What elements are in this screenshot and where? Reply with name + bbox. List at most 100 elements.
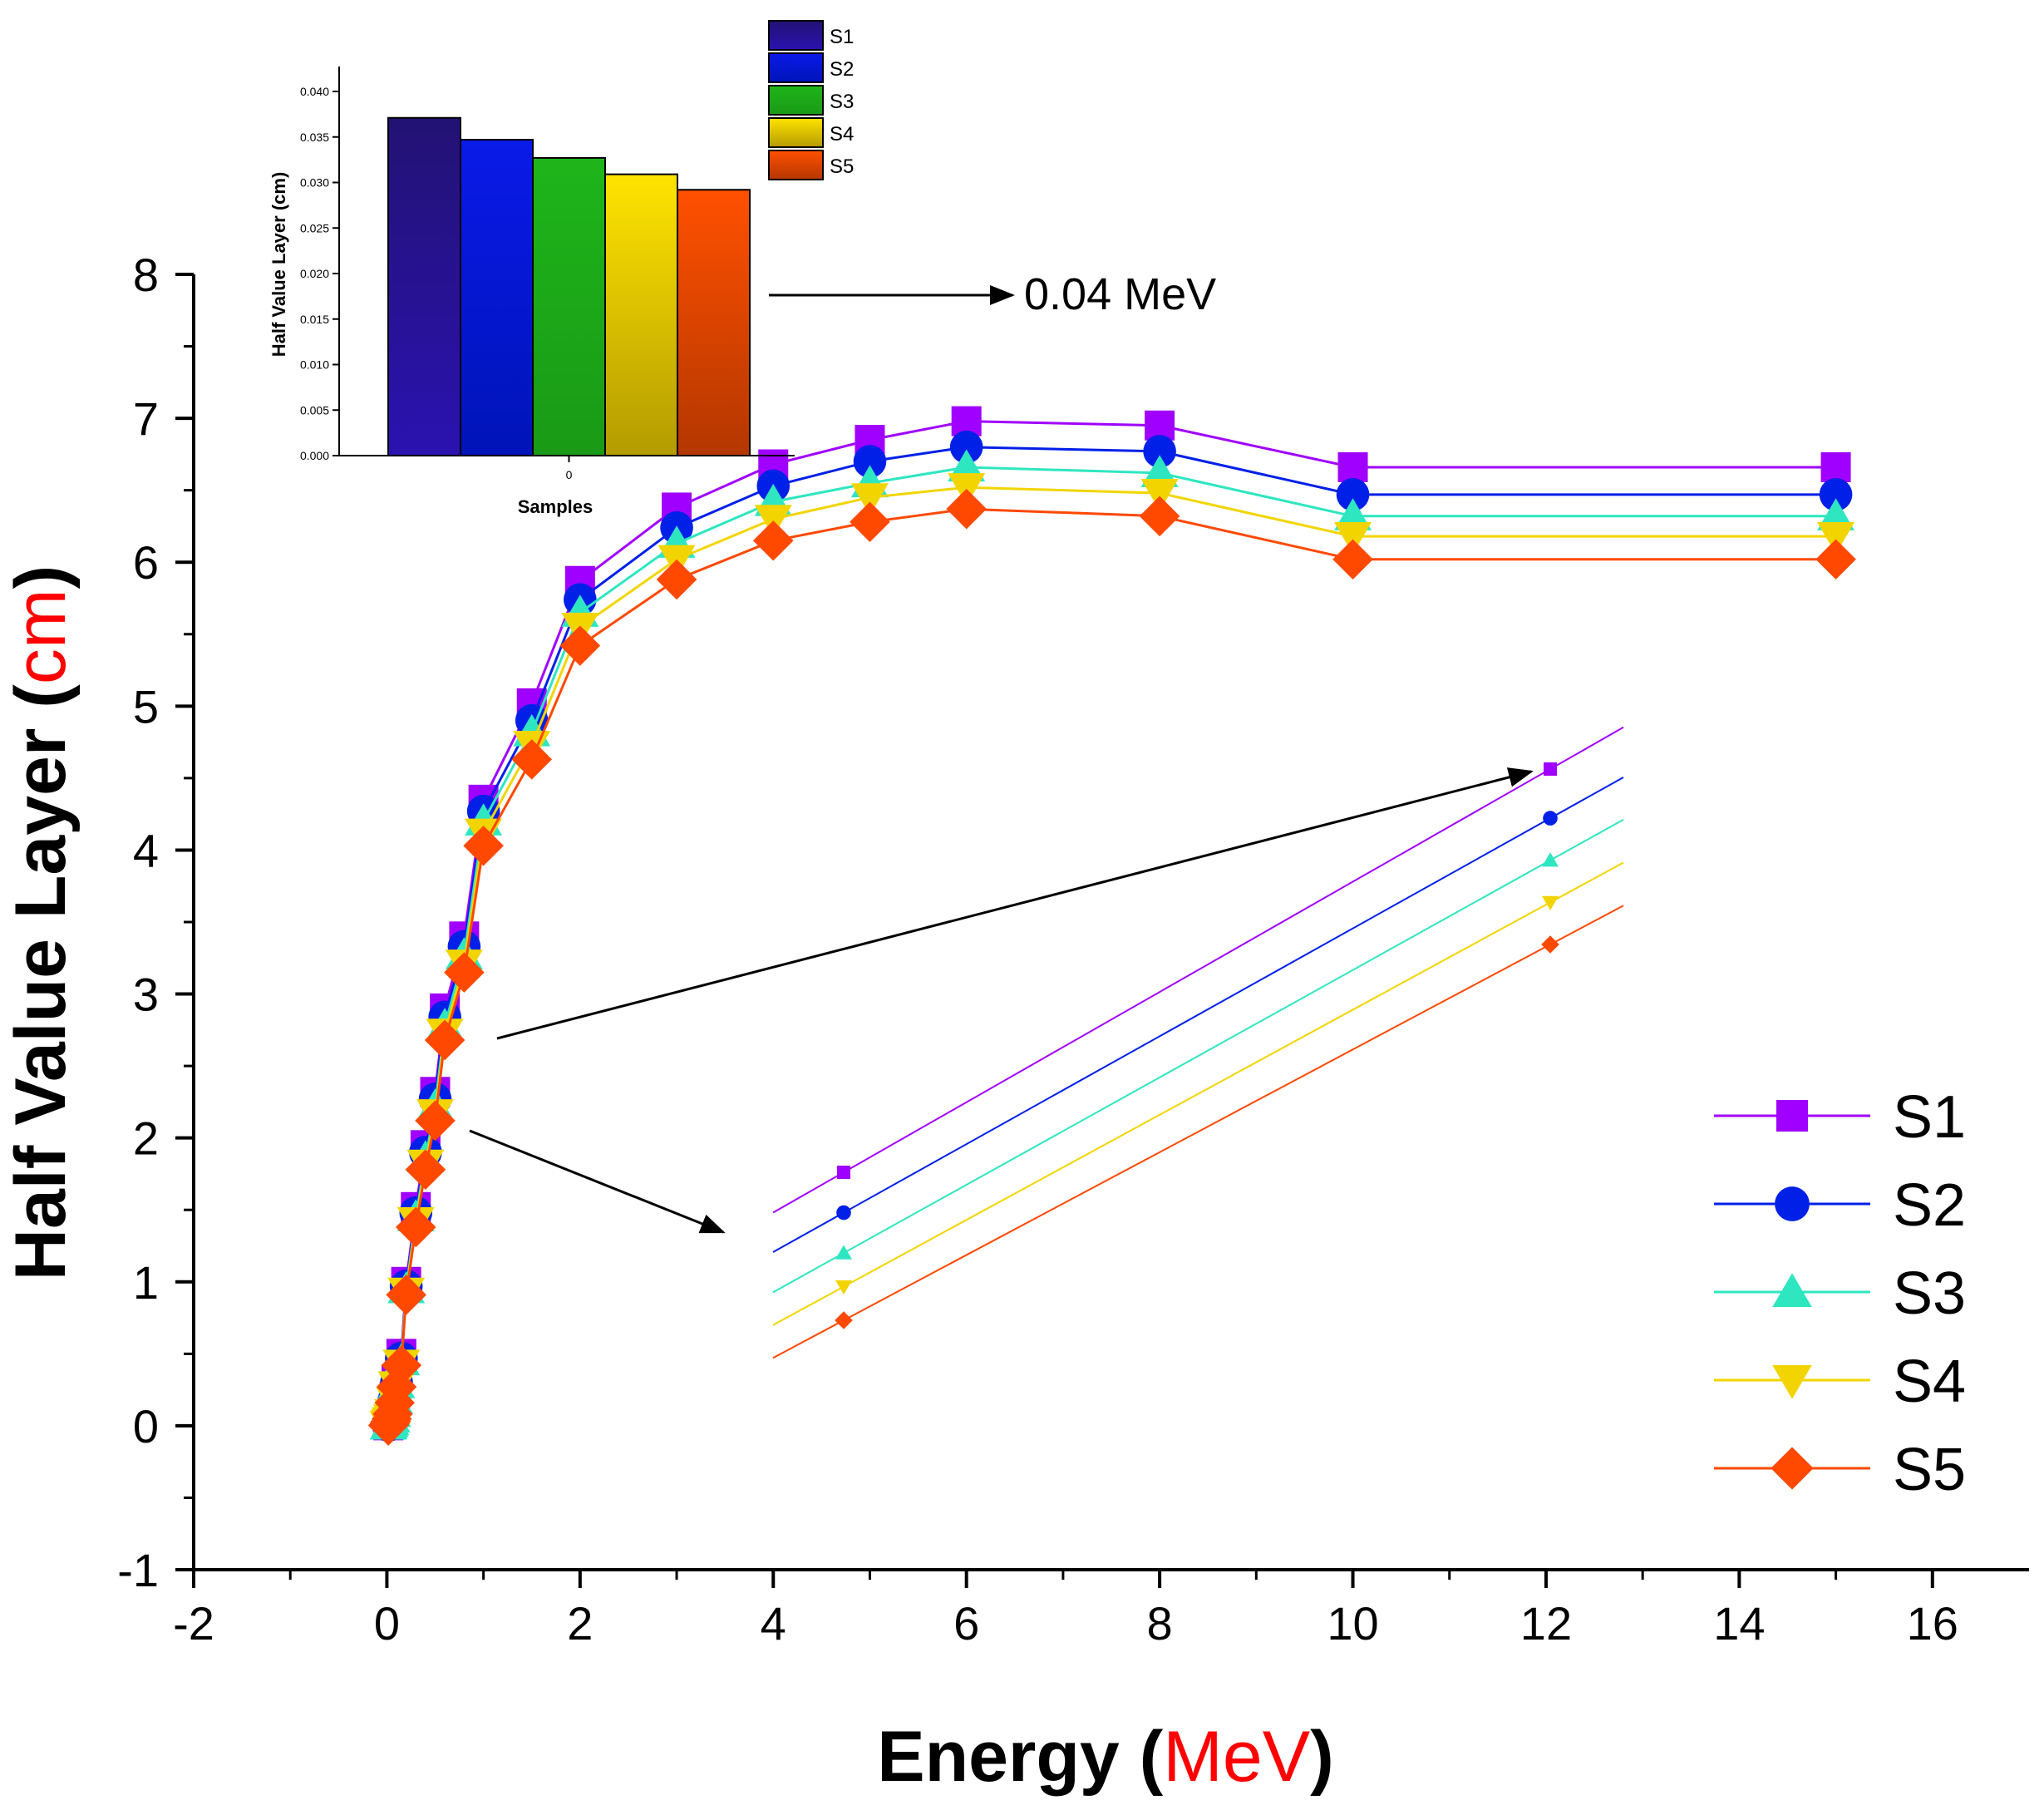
data-point-s4	[1817, 521, 1855, 555]
inset-x-ticks: 0	[566, 456, 573, 481]
inset-legend-label: S3	[830, 91, 854, 113]
inset-legend-label: S1	[830, 26, 854, 48]
inset-y-tick-label: 0.015	[300, 313, 329, 326]
inset-legend-swatch	[768, 150, 824, 180]
main-series-group	[367, 406, 1856, 1446]
arrow-to-zoom-upper	[496, 767, 1534, 1040]
inset-legend-label: S5	[830, 155, 854, 178]
inset-x-tick-label: 0	[566, 468, 573, 481]
data-point-s5	[381, 1344, 422, 1386]
data-point-s4	[1334, 521, 1372, 555]
data-point-s5	[463, 825, 504, 866]
inset-legend-item-s5: S5	[768, 150, 854, 180]
inset-legend: S1 S2 S3 S4 S5	[768, 20, 854, 180]
zoom-point-s3	[1542, 852, 1559, 867]
zoom-series-s2	[772, 777, 1624, 1253]
legend-item-s5: S5	[1714, 1437, 1966, 1503]
energy-annotation: 0.04 MeV	[1024, 269, 1216, 319]
zoom-line-s4	[772, 861, 1624, 1326]
zoom-detail	[772, 726, 1624, 1359]
x-tick-label: 16	[1907, 1597, 1958, 1650]
x-tick-label: 6	[953, 1597, 979, 1650]
data-point-s5	[386, 1275, 426, 1315]
data-point-s5	[405, 1149, 446, 1191]
inset-y-ticks: 0.000 0.005 0.010 0.015 0.020 0.025 0.030 0.035…	[300, 85, 339, 462]
x-tick-label: -2	[173, 1597, 214, 1650]
data-point-s5	[850, 501, 890, 543]
annotation-arrows	[469, 285, 1534, 1234]
legend-marker	[1775, 1186, 1810, 1221]
inset-legend-item-s1: S1	[768, 20, 854, 51]
zoom-line-s1	[772, 726, 1624, 1214]
bar-inset: 0.000 0.005 0.010 0.015 0.020 0.025 0.030 0.035…	[268, 20, 854, 517]
y-axis-title-unit: cm	[1, 589, 81, 685]
y-tick-label: 0	[133, 1400, 159, 1452]
zoom-series-s3	[772, 818, 1624, 1294]
inset-legend-swatch	[768, 52, 824, 83]
data-point-s5	[656, 559, 697, 600]
legend-marker	[1771, 1447, 1814, 1490]
inset-legend-label: S2	[830, 58, 854, 81]
inset-bars	[387, 116, 751, 457]
zoom-line-s3	[772, 818, 1624, 1294]
zoom-line-s2	[772, 777, 1624, 1253]
series-s5	[367, 488, 1856, 1446]
legend-label: S4	[1893, 1349, 1966, 1415]
legend-label: S2	[1893, 1172, 1966, 1239]
y-tick-label: -1	[117, 1544, 159, 1596]
data-point-s5	[444, 952, 485, 993]
legend-item-s3: S3	[1714, 1260, 1966, 1327]
inset-bar-s5	[677, 189, 751, 456]
zoom-series-s4	[772, 861, 1624, 1326]
x-tick-label: 14	[1713, 1597, 1765, 1650]
y-tick-label: 3	[133, 969, 159, 1021]
data-point-s5	[1139, 496, 1180, 537]
data-point-s5	[1815, 539, 1856, 580]
inset-bar-s1	[387, 116, 461, 456]
y-tick-label: 5	[133, 680, 159, 732]
data-point-s2	[853, 445, 887, 478]
inset-y-tick-label: 0.035	[300, 131, 329, 144]
data-point-s2	[1819, 478, 1853, 511]
zoom-point-s1	[1544, 762, 1557, 776]
data-point-s1	[1337, 451, 1368, 482]
y-tick-label: 7	[133, 392, 159, 445]
series-line-s3	[387, 466, 1836, 1427]
legend-label: S1	[1893, 1084, 1966, 1151]
data-point-s1	[1820, 451, 1851, 482]
inset-legend-swatch	[768, 85, 824, 116]
main-legend: S1 S2 S3 S4 S5	[1714, 1084, 1966, 1503]
legend-item-s4: S4	[1714, 1349, 1966, 1415]
inset-x-axis-title: Samples	[518, 496, 593, 517]
data-point-s2	[1143, 435, 1176, 468]
zoom-line-s5	[772, 905, 1624, 1359]
legend-item-s2: S2	[1714, 1172, 1966, 1239]
inset-y-tick-label: 0.020	[300, 267, 329, 280]
legend-marker	[1776, 1100, 1808, 1132]
legend-label: S3	[1893, 1260, 1966, 1327]
y-tick-label: 1	[133, 1256, 159, 1309]
x-tick-label: 4	[761, 1597, 786, 1650]
inset-bar-s3	[532, 156, 606, 456]
data-point-s4	[1140, 479, 1179, 511]
y-axis-title-suffix: )	[1, 565, 81, 589]
inset-y-tick-label: 0.040	[300, 85, 329, 98]
zoom-point-s1	[837, 1166, 850, 1179]
zoom-point-s4	[835, 1280, 852, 1295]
inset-legend-item-s3: S3	[768, 85, 854, 116]
inset-legend-item-s2: S2	[768, 52, 854, 83]
x-axis-title: Energy (MeV)	[877, 1717, 1334, 1797]
y-ticks: -1 0 1 2 3 4 5 6 7 8	[117, 249, 194, 1596]
x-tick-label: 8	[1147, 1597, 1173, 1650]
inset-y-tick-label: 0.010	[300, 358, 329, 372]
zoom-point-s4	[1542, 895, 1559, 910]
legend-marker	[1772, 1364, 1812, 1399]
data-point-s2	[949, 430, 983, 464]
inset-y-axis-title: Half Value Layer (cm)	[268, 172, 289, 358]
y-tick-label: 4	[133, 824, 159, 876]
inset-bar-s4	[604, 173, 678, 457]
inset-legend-swatch	[768, 117, 824, 148]
data-point-s5	[1332, 539, 1373, 580]
data-point-s4	[850, 483, 889, 515]
